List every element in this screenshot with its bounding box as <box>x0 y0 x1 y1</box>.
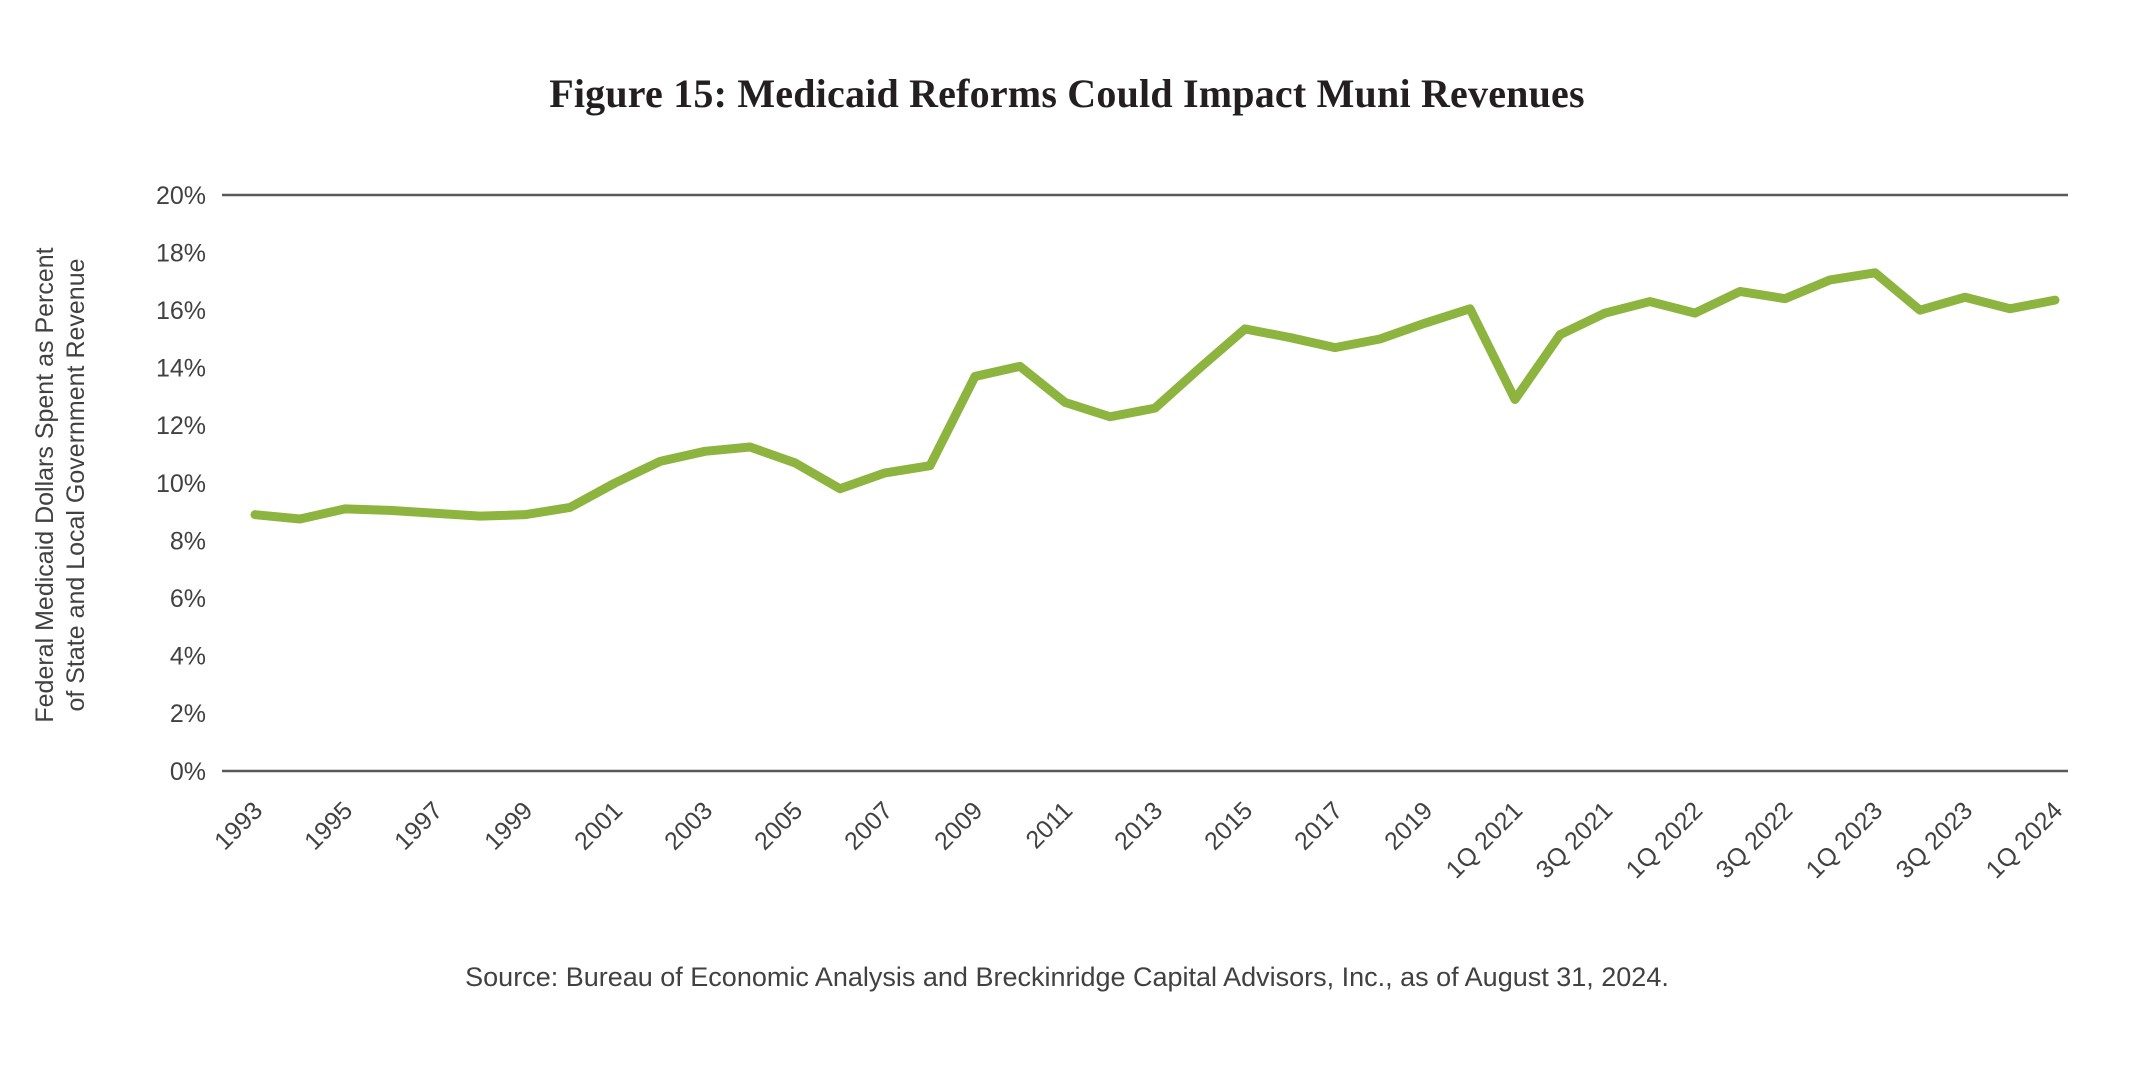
x-tick-label: 2019 <box>1379 796 1438 855</box>
x-tick-label: 1Q 2022 <box>1621 796 1709 884</box>
x-tick-label: 1Q 2024 <box>1981 796 2069 884</box>
y-tick-label: 0% <box>170 758 206 786</box>
x-tick-label: 1997 <box>389 796 448 855</box>
y-tick-label: 20% <box>156 182 206 210</box>
x-tick-label: 1Q 2023 <box>1801 796 1889 884</box>
x-tick-label: 2007 <box>839 796 898 855</box>
x-tick-label: 2011 <box>1020 796 1078 854</box>
y-tick-label: 18% <box>156 239 206 267</box>
source-note: Source: Bureau of Economic Analysis and … <box>465 962 1669 992</box>
y-tick-label: 10% <box>156 470 206 498</box>
y-tick-label: 4% <box>170 643 206 671</box>
y-tick-label: 8% <box>170 527 206 555</box>
y-tick-label: 16% <box>156 297 206 325</box>
x-tick-label: 3Q 2023 <box>1891 796 1979 884</box>
x-tick-label: 1993 <box>209 796 268 855</box>
x-tick-label: 1995 <box>299 796 358 855</box>
x-tick-label: 3Q 2022 <box>1711 796 1799 884</box>
x-tick-label: 2003 <box>659 796 718 855</box>
medicaid-percent-line <box>250 268 2060 524</box>
y-tick-label: 6% <box>170 585 206 613</box>
y-tick-label: 2% <box>170 700 206 728</box>
x-tick-label: 2017 <box>1289 796 1348 855</box>
x-tick-label: 2013 <box>1109 796 1168 855</box>
y-tick-label: 14% <box>156 355 206 383</box>
y-tick-label: 12% <box>156 412 206 440</box>
x-tick-label: 2005 <box>749 796 808 855</box>
x-tick-label: 2015 <box>1199 796 1258 855</box>
x-tick-label: 2001 <box>569 796 628 855</box>
chart-title: Figure 15: Medicaid Reforms Could Impact… <box>549 71 1585 116</box>
x-tick-label: 1Q 2021 <box>1441 796 1529 884</box>
x-tick-label: 3Q 2021 <box>1531 796 1619 884</box>
x-tick-label: 2009 <box>929 796 988 855</box>
x-tick-label: 1999 <box>479 796 538 855</box>
